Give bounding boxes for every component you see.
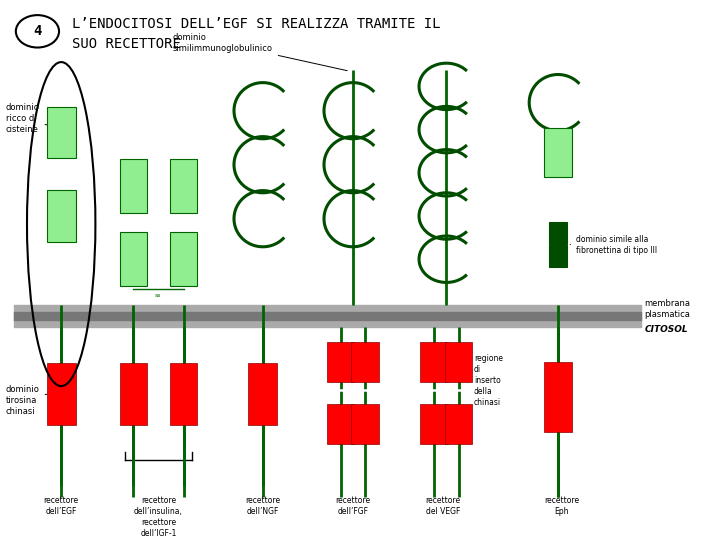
- Text: regione
di
inserto
della
chinasi: regione di inserto della chinasi: [474, 354, 503, 407]
- Text: ss: ss: [155, 293, 162, 298]
- Text: recettore
dell’insulina,
recettore
dell’IGF-1: recettore dell’insulina, recettore dell’…: [134, 496, 183, 538]
- Text: membrana
plasmatica: membrana plasmatica: [644, 299, 690, 319]
- FancyBboxPatch shape: [170, 363, 197, 426]
- FancyBboxPatch shape: [445, 404, 472, 444]
- FancyBboxPatch shape: [445, 341, 472, 382]
- Text: dominio
tirosina
chinasi: dominio tirosina chinasi: [6, 385, 47, 416]
- FancyBboxPatch shape: [351, 404, 379, 444]
- FancyBboxPatch shape: [327, 404, 354, 444]
- Text: 4: 4: [33, 24, 42, 38]
- FancyBboxPatch shape: [420, 341, 448, 382]
- FancyBboxPatch shape: [549, 222, 567, 244]
- Text: dominio
ricco di
cisteine: dominio ricco di cisteine: [6, 103, 73, 134]
- Text: recettore
dell’EGF: recettore dell’EGF: [44, 496, 78, 516]
- FancyBboxPatch shape: [327, 341, 354, 382]
- Text: dominio simile alla
fibronettina di tipo III: dominio simile alla fibronettina di tipo…: [570, 234, 657, 255]
- FancyBboxPatch shape: [47, 363, 76, 426]
- Text: ss: ss: [135, 279, 142, 284]
- Text: L’ENDOCITOSI DELL’EGF SI REALIZZA TRAMITE IL
SUO RECETTORE: L’ENDOCITOSI DELL’EGF SI REALIZZA TRAMIT…: [72, 17, 441, 51]
- Text: recettore
Eph: recettore Eph: [544, 496, 579, 516]
- FancyBboxPatch shape: [544, 128, 572, 177]
- FancyBboxPatch shape: [248, 363, 277, 426]
- FancyBboxPatch shape: [47, 191, 76, 241]
- FancyBboxPatch shape: [47, 106, 76, 158]
- FancyBboxPatch shape: [120, 159, 147, 213]
- FancyBboxPatch shape: [120, 232, 147, 286]
- FancyBboxPatch shape: [120, 363, 147, 426]
- FancyBboxPatch shape: [170, 232, 197, 286]
- FancyBboxPatch shape: [549, 245, 567, 267]
- Text: recettore
del VEGF: recettore del VEGF: [426, 496, 460, 516]
- Text: recettore
dell’NGF: recettore dell’NGF: [246, 496, 280, 516]
- FancyBboxPatch shape: [351, 341, 379, 382]
- Text: ss: ss: [175, 274, 181, 279]
- Text: recettore
dell’FGF: recettore dell’FGF: [336, 496, 370, 516]
- Text: dominio
similimmunoglobulinico: dominio similimmunoglobulinico: [173, 33, 347, 71]
- FancyBboxPatch shape: [420, 404, 448, 444]
- Text: CITOSOL: CITOSOL: [644, 326, 688, 334]
- FancyBboxPatch shape: [170, 159, 197, 213]
- FancyBboxPatch shape: [544, 362, 572, 432]
